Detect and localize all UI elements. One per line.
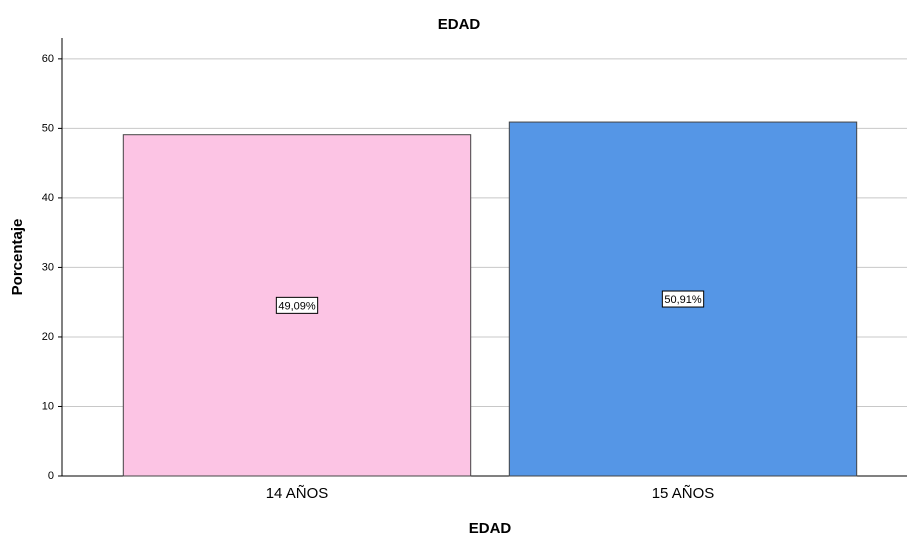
y-tick-label: 30 — [42, 261, 54, 273]
y-tick-label: 50 — [42, 122, 54, 134]
chart-title: EDAD — [438, 16, 481, 33]
x-tick-label: 14 AÑOS — [266, 485, 329, 502]
y-tick-label: 10 — [42, 400, 54, 412]
value-label-box — [661, 290, 705, 308]
x-axis-label: EDAD — [469, 520, 512, 537]
y-tick-label: 40 — [42, 192, 54, 204]
value-label-box — [275, 296, 319, 314]
y-tick-label: 60 — [42, 53, 54, 65]
value-label: 50,91% — [664, 294, 702, 306]
y-tick-label: 20 — [42, 331, 54, 343]
y-tick-label: 0 — [48, 470, 54, 482]
x-tick-label: 15 AÑOS — [652, 485, 715, 502]
value-label: 49,09% — [278, 300, 316, 312]
y-axis-label: Porcentaje — [9, 219, 26, 296]
